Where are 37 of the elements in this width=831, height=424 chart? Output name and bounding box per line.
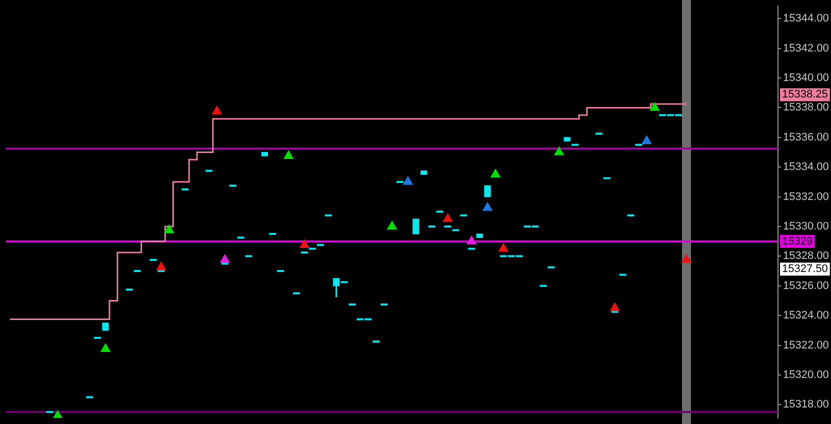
- y-tick-label: 15326.00: [783, 280, 829, 292]
- y-tick-label: 15322.00: [783, 339, 829, 352]
- point: [490, 169, 500, 178]
- y-tick-label: 15320.00: [783, 368, 829, 381]
- y-tick-label: 15328.00: [783, 250, 829, 262]
- point: [554, 146, 564, 156]
- y-tick-label: 15332.00: [783, 190, 829, 203]
- text: 15327.50: [782, 263, 828, 276]
- y-tick-label: 15330.00: [783, 220, 829, 233]
- text: 15338.25: [782, 88, 828, 101]
- point: [610, 302, 620, 312]
- y-tick-label: 15324.00: [783, 310, 829, 322]
- point: [498, 243, 508, 252]
- point: [284, 150, 294, 159]
- point: [642, 136, 652, 144]
- point: [682, 254, 692, 263]
- point: [220, 254, 230, 263]
- point: [403, 176, 413, 185]
- ref-line-label: 15329: [782, 235, 813, 248]
- point: [466, 236, 476, 244]
- point: [52, 410, 63, 418]
- y-tick-label: 15342.00: [783, 42, 829, 54]
- point: [482, 202, 492, 211]
- y-tick-label: 15318.00: [783, 398, 829, 411]
- point: [164, 224, 174, 234]
- y-tick-label: 15336.00: [783, 131, 829, 144]
- y-tick-label: 15340.00: [783, 72, 829, 84]
- y-tick-label: 15334.00: [783, 161, 829, 174]
- point: [387, 220, 397, 230]
- point: [442, 214, 453, 222]
- y-tick-label: 15338.00: [783, 102, 829, 114]
- point: [300, 240, 310, 248]
- point: [156, 262, 166, 270]
- point: [650, 102, 660, 111]
- y-tick-label: 15344.00: [783, 12, 829, 25]
- point: [212, 106, 222, 114]
- point: [100, 343, 110, 352]
